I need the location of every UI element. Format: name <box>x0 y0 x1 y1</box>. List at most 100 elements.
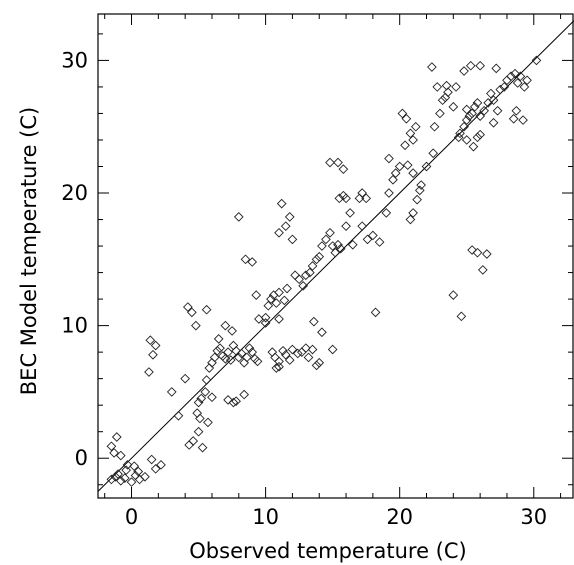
data-point <box>110 471 121 482</box>
data-point <box>187 307 197 318</box>
data-point <box>213 334 224 344</box>
data-point <box>381 208 392 218</box>
data-point <box>225 355 236 365</box>
data-point <box>437 95 448 106</box>
data-point <box>427 62 437 72</box>
x-axis-label: Observed temperature (C) <box>189 539 466 563</box>
data-point <box>200 387 211 397</box>
x-tick-label: 30 <box>520 505 547 529</box>
data-point <box>236 348 247 359</box>
y-tick-label: 20 <box>61 181 88 205</box>
data-point <box>266 294 276 304</box>
data-point <box>196 393 207 404</box>
data-point <box>408 135 418 145</box>
data-point <box>307 344 318 355</box>
data-point <box>233 212 244 222</box>
data-point <box>464 111 475 121</box>
data-point <box>506 71 516 82</box>
data-point <box>488 117 499 128</box>
data-point <box>188 436 199 446</box>
data-point <box>287 344 298 355</box>
data-point <box>432 82 443 92</box>
data-point <box>412 194 422 205</box>
data-point <box>347 239 358 250</box>
data-point <box>405 214 416 225</box>
data-point <box>274 314 284 324</box>
data-point <box>515 71 526 82</box>
data-point <box>465 60 476 71</box>
data-point <box>146 454 157 465</box>
data-point <box>240 254 251 265</box>
data-point <box>335 243 346 254</box>
data-point <box>448 101 459 112</box>
data-point <box>231 396 241 407</box>
data-point <box>305 267 315 278</box>
y-axis-label: BEC Model temperature (C) <box>17 107 41 395</box>
data-point <box>408 168 418 178</box>
data-point <box>508 113 519 124</box>
data-point <box>486 88 496 99</box>
data-point <box>461 135 472 145</box>
data-point <box>421 161 432 172</box>
data-point <box>475 129 485 140</box>
data-point <box>239 389 249 400</box>
data-point <box>300 270 311 281</box>
data-point <box>416 180 426 190</box>
data-point <box>456 311 467 322</box>
data-point <box>519 82 530 92</box>
data-point <box>134 474 145 485</box>
data-point <box>394 161 405 172</box>
data-point <box>448 290 459 300</box>
data-point <box>345 208 355 218</box>
data-point <box>307 261 318 271</box>
data-point <box>317 327 327 338</box>
data-point <box>472 132 483 143</box>
data-point <box>510 68 520 79</box>
data-point <box>388 174 398 185</box>
data-point <box>495 84 506 95</box>
data-point <box>267 347 278 357</box>
data-point <box>203 417 213 428</box>
data-point <box>472 247 483 258</box>
data-point <box>156 460 166 470</box>
data-point <box>282 283 292 294</box>
data-point <box>475 111 485 121</box>
data-point <box>122 460 133 470</box>
data-point <box>362 234 373 245</box>
data-point <box>276 198 287 209</box>
data-point <box>440 92 451 103</box>
data-point <box>400 140 410 151</box>
data-point <box>180 373 190 384</box>
data-point <box>145 335 156 346</box>
y-tick-label: 10 <box>61 314 88 338</box>
data-point <box>166 387 177 397</box>
data-point <box>231 345 241 356</box>
data-point <box>207 392 217 403</box>
data-point <box>314 357 325 368</box>
data-point <box>278 345 288 356</box>
data-point <box>292 348 303 359</box>
data-point <box>204 363 215 373</box>
data-point <box>244 343 255 353</box>
data-point <box>284 212 295 222</box>
scatter-points <box>106 55 542 487</box>
data-point <box>284 355 295 365</box>
data-point <box>220 320 231 331</box>
plot-frame <box>97 13 574 499</box>
data-point <box>453 132 464 143</box>
data-point <box>341 193 351 204</box>
data-point <box>390 168 401 178</box>
data-point <box>279 295 290 306</box>
data-point <box>148 349 158 360</box>
data-point <box>298 280 308 291</box>
data-point <box>126 477 137 487</box>
data-point <box>397 108 408 119</box>
data-point <box>201 375 212 385</box>
data-point <box>357 221 367 232</box>
data-point <box>111 432 122 442</box>
data-point <box>140 471 150 482</box>
data-point <box>150 463 161 474</box>
data-point <box>263 300 274 311</box>
x-tick-label: 20 <box>386 505 413 529</box>
